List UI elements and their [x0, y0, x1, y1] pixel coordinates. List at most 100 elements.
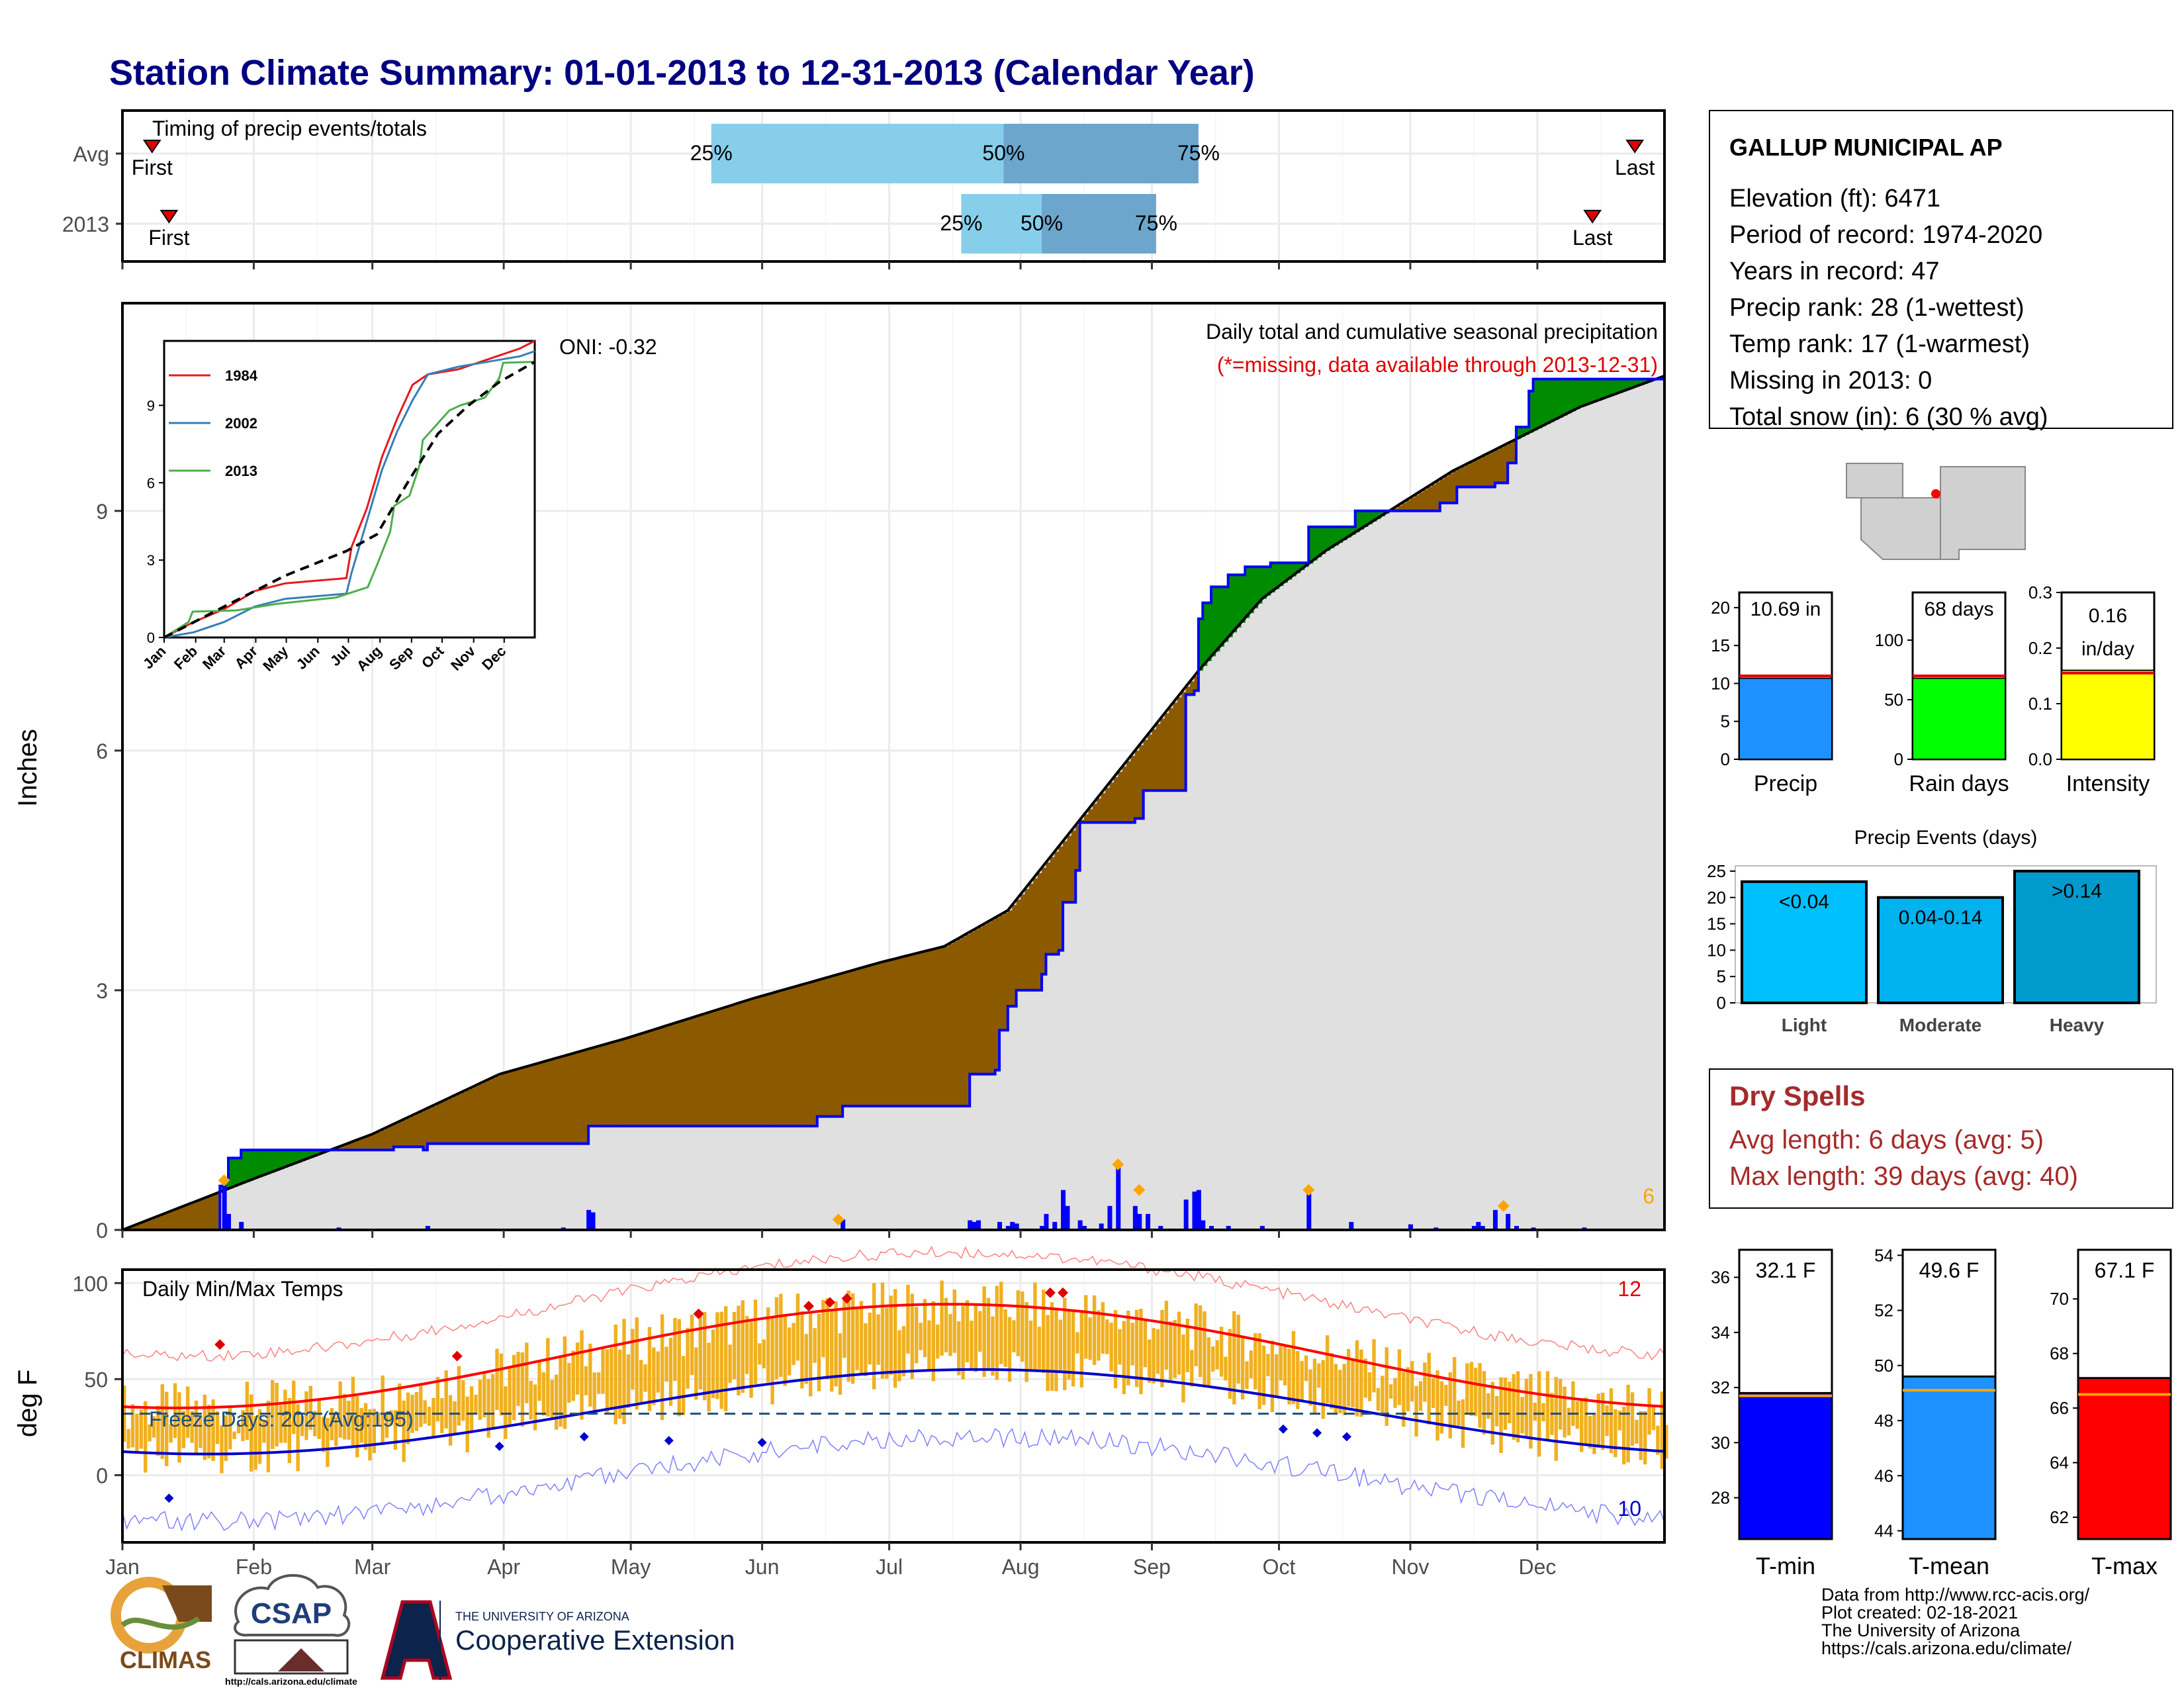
surplus-segment	[1308, 526, 1314, 564]
deficit-segment	[991, 919, 996, 1074]
daily-precip-bar	[841, 1219, 846, 1230]
surplus-segment	[1279, 563, 1284, 586]
deficit-segment	[139, 1223, 144, 1230]
daily-temp-bar	[1664, 1425, 1668, 1459]
daily-temp-bar	[1465, 1363, 1469, 1414]
daily-temp-bar	[779, 1293, 783, 1378]
dry-spells-avg: Avg length: 6 days (avg: 5)	[1729, 1125, 2044, 1154]
station-info-line: Period of record: 1974-2020	[1729, 221, 2042, 249]
surplus-segment	[1609, 379, 1614, 397]
deficit-segment	[961, 937, 966, 1106]
daily-temp-bar	[915, 1307, 919, 1364]
daily-temp-bar	[1592, 1413, 1596, 1454]
surplus-segment	[1261, 567, 1267, 599]
deficit-segment	[1452, 471, 1457, 503]
daily-temp-bar	[694, 1347, 698, 1400]
daily-temp-bar	[232, 1431, 236, 1439]
deficit-segment	[800, 985, 805, 1127]
month-label: Aug	[1002, 1555, 1040, 1579]
daily-temp-bar	[610, 1348, 614, 1410]
deficit-segment	[541, 1062, 547, 1144]
daily-temp-bar	[1266, 1354, 1270, 1377]
deficit-segment	[525, 1066, 530, 1144]
deficit-segment	[1021, 894, 1026, 990]
tsum-y-tick-label: 44	[1874, 1521, 1893, 1541]
daily-temp-bar	[1240, 1336, 1245, 1400]
daily-precip-bar	[1065, 1205, 1070, 1230]
deficit-segment	[160, 1215, 165, 1230]
surplus-segment	[1541, 379, 1547, 426]
deficit-segment	[512, 1070, 517, 1144]
deficit-segment	[719, 1009, 725, 1127]
deficit-segment	[389, 1126, 394, 1150]
deficit-segment	[495, 1076, 500, 1144]
deficit-segment	[893, 959, 899, 1106]
daily-temp-bar	[796, 1293, 800, 1361]
daily-temp-bar	[864, 1323, 868, 1377]
daily-temp-bar	[186, 1386, 190, 1438]
daily-temp-bar	[135, 1413, 139, 1454]
surplus-segment	[224, 1180, 229, 1191]
daily-temp-bar	[1406, 1367, 1410, 1411]
tsum-label: T-max	[2091, 1552, 2158, 1579]
inset-series-line	[163, 350, 535, 639]
events-y-tick-label: 15	[1707, 914, 1726, 934]
climas-logo-shape	[162, 1585, 212, 1622]
daily-temp-bar	[283, 1389, 287, 1443]
daily-temp-bar	[1156, 1329, 1160, 1374]
daily-temp-bar	[486, 1379, 490, 1438]
deficit-segment	[432, 1105, 437, 1144]
daily-temp-bar	[1545, 1371, 1550, 1440]
tsum-y-tick-label: 34	[1711, 1323, 1730, 1342]
y-tick-label: 50	[84, 1368, 108, 1391]
events-y-tick-label: 25	[1707, 861, 1726, 881]
daily-precip-bar	[1201, 1220, 1206, 1230]
precip-legend-title: Daily total and cumulative seasonal prec…	[1206, 320, 1658, 344]
tsum-y-tick-label: 50	[1874, 1356, 1893, 1376]
station-info-line: Years in record: 47	[1729, 258, 1940, 285]
daily-temp-bar	[1215, 1340, 1219, 1370]
deficit-segment	[889, 960, 894, 1106]
daily-temp-bar	[152, 1416, 156, 1438]
record-high-marker	[824, 1297, 835, 1308]
daily-temp-bar	[1579, 1398, 1584, 1452]
deficit-segment	[986, 922, 991, 1074]
deficit-segment	[737, 1004, 742, 1127]
daily-temp-bar	[1334, 1364, 1338, 1414]
surplus-segment	[1325, 526, 1330, 551]
month-label: Feb	[236, 1555, 272, 1579]
daily-temp-bar	[435, 1377, 440, 1422]
daily-temp-bar	[635, 1317, 639, 1410]
daily-temp-bar	[440, 1398, 444, 1433]
daily-temp-bar	[571, 1350, 575, 1401]
deficit-segment	[372, 1134, 377, 1150]
deficit-segment	[694, 1017, 700, 1127]
daily-temp-bar	[1169, 1321, 1173, 1382]
station-box	[1709, 110, 2173, 429]
daily-temp-bar	[1439, 1381, 1444, 1434]
events-bar	[1741, 880, 1868, 1005]
deficit-segment	[177, 1208, 183, 1230]
inset-series-line	[163, 361, 535, 639]
deficit-segment	[1139, 745, 1144, 819]
y-tick-label: 0	[96, 1219, 108, 1243]
events-y-tick-label: 20	[1707, 888, 1726, 908]
deficit-segment	[936, 948, 941, 1106]
deficit-segment	[829, 976, 835, 1117]
daily-temp-bar	[317, 1399, 321, 1439]
daily-temp-bar	[334, 1417, 338, 1446]
daily-temp-bar	[313, 1411, 317, 1436]
surplus-segment	[1300, 563, 1305, 571]
deficit-segment	[728, 1006, 733, 1127]
record-low-marker	[494, 1441, 504, 1451]
deficit-segment	[1490, 451, 1496, 487]
daily-temp-bar	[126, 1429, 130, 1449]
deficit-segment	[546, 1060, 551, 1144]
deficit-segment	[520, 1068, 525, 1144]
logos: CLIMAS CSAP http://cals.arizona.edu/climat…	[111, 1573, 735, 1687]
deficit-segment	[885, 961, 890, 1106]
deficit-segment	[948, 943, 954, 1106]
daily-temp-bar	[1321, 1360, 1325, 1419]
daily-temp-bar	[1173, 1320, 1177, 1378]
deficit-segment	[1410, 497, 1415, 511]
